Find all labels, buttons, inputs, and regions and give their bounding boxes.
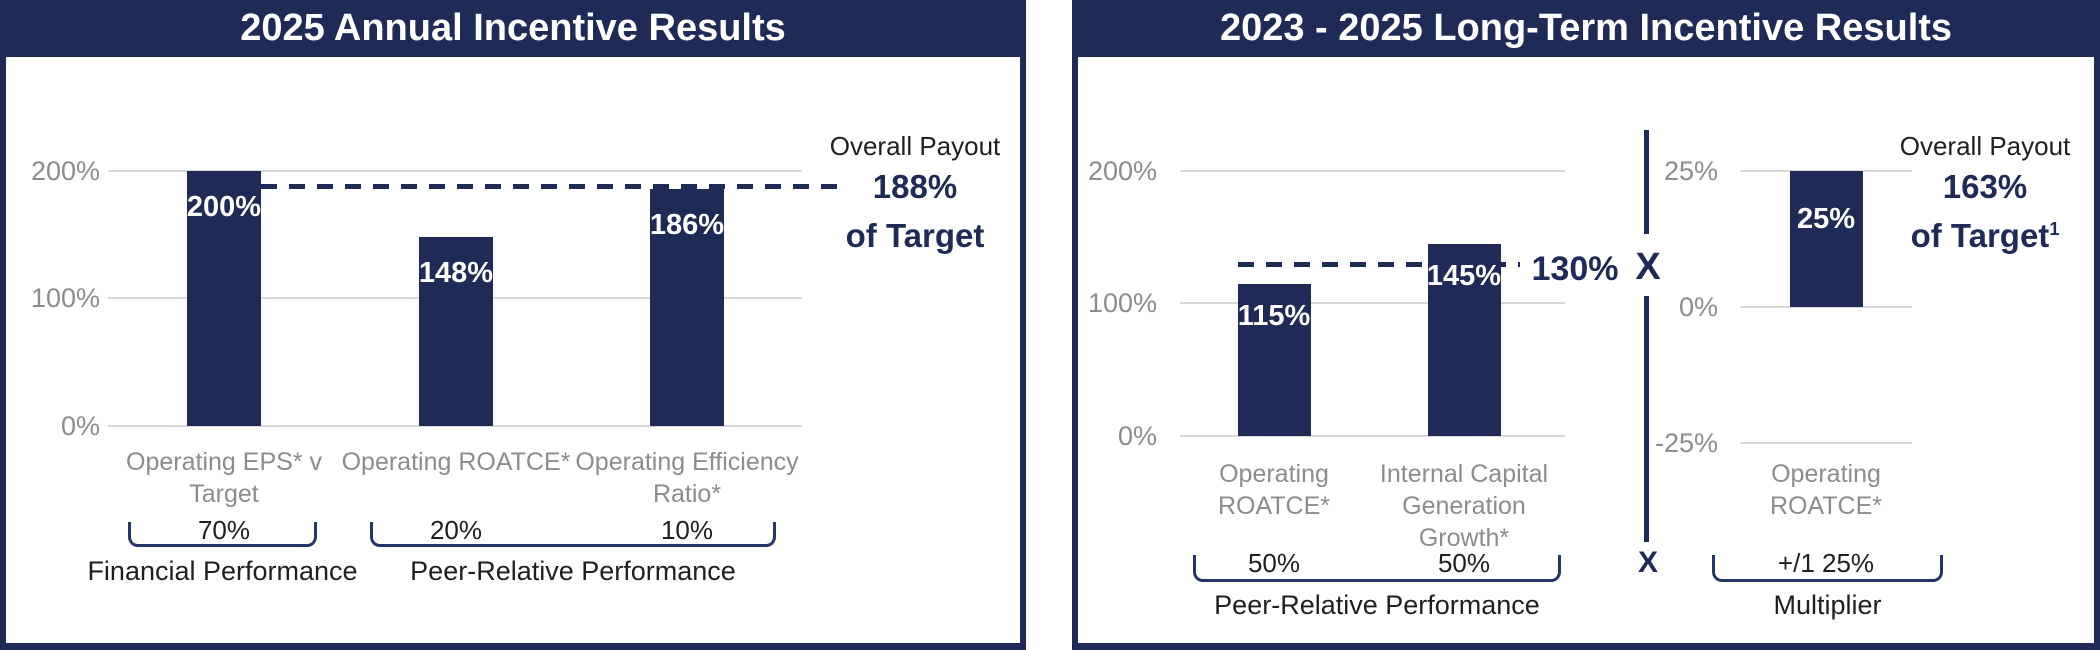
category-label: Operating Efficiency Ratio* <box>557 446 817 510</box>
y-axis-tick-label: 100% <box>30 283 100 313</box>
group-bracket-label: Financial Performance <box>87 556 358 586</box>
category-label-line: Operating ROATCE* <box>341 448 571 476</box>
weight-label: 10% <box>660 515 714 545</box>
annual-overall-payout: Overall Payout 188% of Target <box>800 131 1030 255</box>
category-label-line: Internal Capital <box>1379 460 1549 488</box>
gridline <box>1740 305 1912 308</box>
category-label: Operating ROATCE* <box>1696 458 1956 522</box>
category-label: Operating ROATCE* <box>326 446 586 478</box>
category-label: Operating ROATCE* <box>1144 458 1404 522</box>
weight-label: 70% <box>197 515 251 545</box>
bar-value-label: 115% <box>1237 299 1311 332</box>
y-axis-tick-label: 200% <box>30 156 100 186</box>
target-dashed-line <box>261 184 838 190</box>
bar <box>187 171 261 426</box>
group-bracket <box>1712 555 1943 582</box>
target-dashed-line <box>1238 261 1520 267</box>
gridline <box>108 170 802 172</box>
gridline <box>108 425 802 427</box>
bar <box>1789 171 1863 307</box>
y-axis-tick-label: 100% <box>1087 288 1157 318</box>
payout-value: 163% <box>1942 168 2028 205</box>
bar-value-label: 148% <box>418 257 494 290</box>
weight-label: 50% <box>1247 548 1301 578</box>
bar <box>650 188 724 426</box>
payout-heading: Overall Payout <box>829 131 1001 161</box>
long-term-incentive-panel: 2023 - 2025 Long-Term Incentive Results … <box>1072 0 2100 650</box>
group-bracket-label: Peer-Relative Performance <box>1214 590 1540 620</box>
weight-label: 20% <box>429 515 483 545</box>
axis-divider-upper <box>1644 130 1649 234</box>
multiply-operator-bottom: X <box>1637 546 1658 579</box>
category-label-line: Generation <box>1402 492 1526 520</box>
category-label-line: Operating Efficiency <box>575 448 799 476</box>
annual-panel-title: 2025 Annual Incentive Results <box>0 0 1026 57</box>
bar <box>419 237 493 426</box>
group-bracket <box>128 522 317 547</box>
dashed-line-value-label: 130% <box>1531 250 1619 288</box>
category-label-line: Target <box>189 480 259 508</box>
bar-value-label: 25% <box>1796 203 1856 235</box>
lti-overall-payout: Overall Payout 163% of Target1 <box>1870 131 2100 255</box>
bar <box>1237 283 1311 436</box>
group-bracket <box>370 522 776 547</box>
gridline <box>1740 442 1912 444</box>
y-axis-tick-label: 0% <box>1117 421 1157 451</box>
category-label: Operating EPS* v Target <box>94 446 354 510</box>
bar-value-label: 186% <box>649 208 725 241</box>
category-label-line: Operating EPS* v <box>126 448 322 476</box>
gridline <box>1180 435 1565 437</box>
group-bracket-label: Peer-Relative Performance <box>410 556 736 586</box>
payout-value: 188% <box>872 168 958 205</box>
payout-subtitle: of Target1 <box>1910 217 2060 254</box>
bar <box>1427 243 1501 436</box>
category-label-line: Operating <box>1771 460 1881 488</box>
weight-label: 50% <box>1437 548 1491 578</box>
annual-incentive-panel: 2025 Annual Incentive Results Overall Pa… <box>0 0 1026 650</box>
y-axis-tick-label: -25% <box>1654 428 1718 458</box>
axis-divider-lower <box>1644 296 1649 542</box>
group-bracket <box>1193 555 1561 582</box>
weight-label: +/1 25% <box>1777 548 1875 578</box>
y-axis-tick-label: 25% <box>1663 156 1718 186</box>
payout-heading: Overall Payout <box>1899 131 2071 161</box>
gridline <box>1180 170 1565 172</box>
category-label-line: Operating <box>1219 460 1329 488</box>
y-axis-tick-label: 0% <box>60 411 100 441</box>
bar-value-label: 145% <box>1426 259 1502 292</box>
category-label-line: ROATCE* <box>1769 492 1883 520</box>
y-axis-tick-label: 0% <box>1678 291 1718 322</box>
payout-subtitle: of Target <box>845 217 985 254</box>
bar-value-label: 200% <box>186 191 262 223</box>
gridline <box>1180 302 1565 304</box>
category-label-line: ROATCE* <box>1217 492 1331 520</box>
category-label: Internal Capital Generation Growth* <box>1334 458 1594 554</box>
group-bracket-label: Multiplier <box>1773 590 1882 620</box>
payout-superscript: 1 <box>2049 219 2060 239</box>
category-label-line: Ratio* <box>652 480 722 508</box>
lti-panel-title: 2023 - 2025 Long-Term Incentive Results <box>1072 0 2100 57</box>
y-axis-tick-label: 200% <box>1087 156 1157 186</box>
category-label-line: Growth* <box>1418 524 1510 552</box>
multiply-operator-top: X <box>1635 246 1661 288</box>
